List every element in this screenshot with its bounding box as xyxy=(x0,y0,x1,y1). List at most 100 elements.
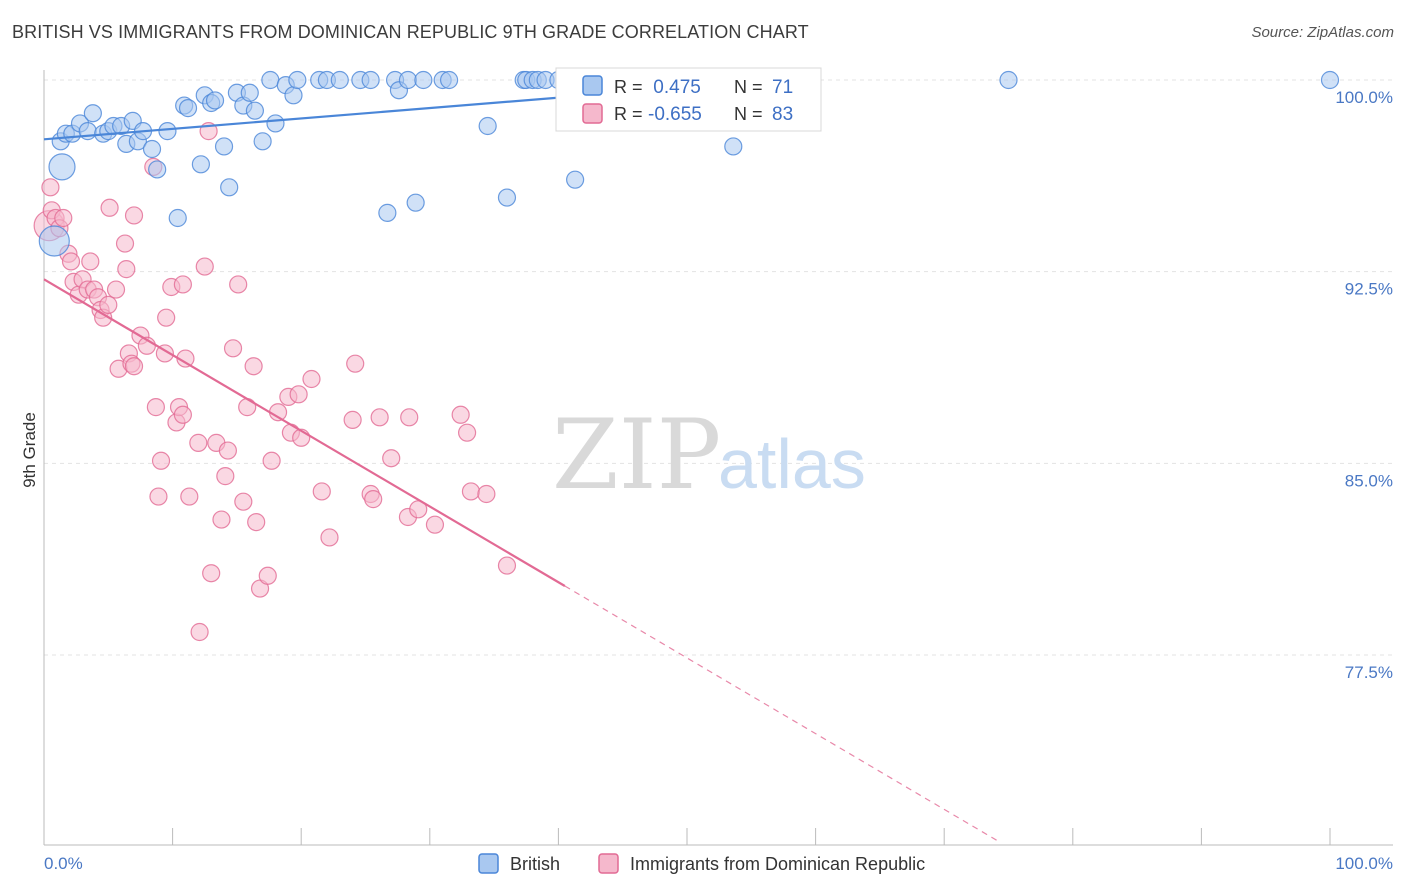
y-tick-labels: 100.0% 92.5% 85.0% 77.5% xyxy=(1335,88,1393,682)
x-tick-label-max: 100.0% xyxy=(1335,854,1393,873)
legend-swatch-dominican[interactable] xyxy=(598,853,619,874)
british-point[interactable] xyxy=(439,70,459,90)
dominican-point[interactable] xyxy=(244,357,263,376)
dominican-point[interactable] xyxy=(461,482,481,501)
british-point[interactable] xyxy=(168,208,187,228)
british-point[interactable] xyxy=(330,70,349,90)
stats-swatch-british xyxy=(582,75,603,96)
dominican-point[interactable] xyxy=(312,482,331,501)
british-point[interactable] xyxy=(266,114,285,133)
stats-legend: R = 0.475 N = 71 R = -0.655 N = 83 xyxy=(555,67,822,132)
dominican-point[interactable] xyxy=(190,622,209,642)
british-point[interactable] xyxy=(497,188,517,207)
axes xyxy=(43,70,1393,846)
dominican-point[interactable] xyxy=(229,275,248,294)
stats-r-label-british: R = xyxy=(614,77,643,97)
british-point[interactable] xyxy=(142,139,162,159)
dominican-point[interactable] xyxy=(61,252,81,271)
dominican-point[interactable] xyxy=(302,369,321,389)
british-point[interactable] xyxy=(406,193,425,212)
dominican-point[interactable] xyxy=(320,528,339,547)
british-point[interactable] xyxy=(378,203,397,222)
dominican-point[interactable] xyxy=(346,354,365,373)
dominican-point[interactable] xyxy=(195,257,214,276)
dominican-point[interactable] xyxy=(117,260,136,279)
dominican-point[interactable] xyxy=(124,357,144,376)
british-point[interactable] xyxy=(158,122,177,141)
dominican-point[interactable] xyxy=(202,564,221,583)
dominican-point[interactable] xyxy=(173,275,192,294)
british-point[interactable] xyxy=(178,99,198,118)
dominican-point[interactable] xyxy=(364,490,383,509)
dominican-point[interactable] xyxy=(262,451,281,470)
dominican-point[interactable] xyxy=(457,423,477,442)
legend-label-dominican[interactable]: Immigrants from Dominican Republic xyxy=(630,854,925,874)
bottom-legend: British Immigrants from Dominican Republ… xyxy=(478,853,925,874)
dominican-point[interactable] xyxy=(189,433,208,452)
british-point[interactable] xyxy=(148,160,167,179)
british-point[interactable] xyxy=(83,104,102,123)
british-point[interactable] xyxy=(414,70,433,90)
british-point[interactable] xyxy=(240,83,259,102)
dominican-point[interactable] xyxy=(223,339,243,358)
british-point[interactable] xyxy=(284,86,303,105)
dominican-point[interactable] xyxy=(106,280,126,299)
dominican-point[interactable] xyxy=(180,487,199,506)
dominican-point[interactable] xyxy=(258,566,277,585)
dominican-point[interactable] xyxy=(146,398,165,417)
dominican-point[interactable] xyxy=(247,513,266,532)
dominican-point[interactable] xyxy=(54,208,73,228)
y-tick-label: 85.0% xyxy=(1345,471,1393,490)
british-point[interactable] xyxy=(398,70,418,90)
dominican-point[interactable] xyxy=(41,178,60,197)
dominican-point[interactable] xyxy=(212,510,231,529)
british-point[interactable] xyxy=(478,116,497,136)
stats-n-label-dominican: N = xyxy=(734,104,763,124)
dominican-point[interactable] xyxy=(477,484,496,504)
dominican-point[interactable] xyxy=(124,206,144,225)
dominican-point[interactable] xyxy=(451,405,470,424)
british-point[interactable] xyxy=(191,155,210,174)
british-point[interactable] xyxy=(566,170,585,189)
watermark-zip: ZIP xyxy=(552,399,721,511)
dominican-point[interactable] xyxy=(382,449,401,468)
legend-swatch-british[interactable] xyxy=(478,853,499,874)
dominican-point[interactable] xyxy=(425,515,445,534)
stats-r-label-dominican: R = xyxy=(614,104,643,124)
british-point[interactable] xyxy=(261,70,280,90)
dominican-point[interactable] xyxy=(343,410,362,429)
y-tick-label: 77.5% xyxy=(1345,663,1393,682)
british-point[interactable] xyxy=(253,132,272,151)
british-point[interactable] xyxy=(361,70,380,90)
british-point[interactable] xyxy=(288,70,307,90)
british-point[interactable] xyxy=(1320,70,1340,90)
dominican-point[interactable] xyxy=(100,198,119,217)
british-point[interactable] xyxy=(205,91,225,110)
dominican-point[interactable] xyxy=(81,252,100,271)
dominican-point[interactable] xyxy=(400,408,419,427)
dominican-point[interactable] xyxy=(218,441,237,460)
british-point[interactable] xyxy=(724,137,743,156)
dominican-point[interactable] xyxy=(370,408,389,427)
dominican-trend-line xyxy=(43,278,566,587)
dominican-point[interactable] xyxy=(115,234,135,253)
british-point[interactable] xyxy=(38,225,70,257)
dominican-point[interactable] xyxy=(157,308,176,327)
dominican-point[interactable] xyxy=(151,451,171,470)
dominican-point[interactable] xyxy=(238,398,257,417)
british-point[interactable] xyxy=(999,70,1018,90)
dominican-point[interactable] xyxy=(99,295,118,314)
dominican-point[interactable] xyxy=(234,492,253,511)
dominican-trend-extension xyxy=(564,585,999,842)
british-point[interactable] xyxy=(245,101,265,120)
dominican-point[interactable] xyxy=(289,385,308,404)
british-point[interactable] xyxy=(220,178,239,197)
dominican-point[interactable] xyxy=(149,487,168,506)
series-dominican-points xyxy=(33,122,517,642)
british-point[interactable] xyxy=(214,137,234,156)
dominican-point[interactable] xyxy=(497,556,517,575)
dominican-point[interactable] xyxy=(173,405,192,424)
british-point[interactable] xyxy=(48,153,76,181)
legend-label-british[interactable]: British xyxy=(510,854,560,874)
dominican-point[interactable] xyxy=(216,467,235,486)
